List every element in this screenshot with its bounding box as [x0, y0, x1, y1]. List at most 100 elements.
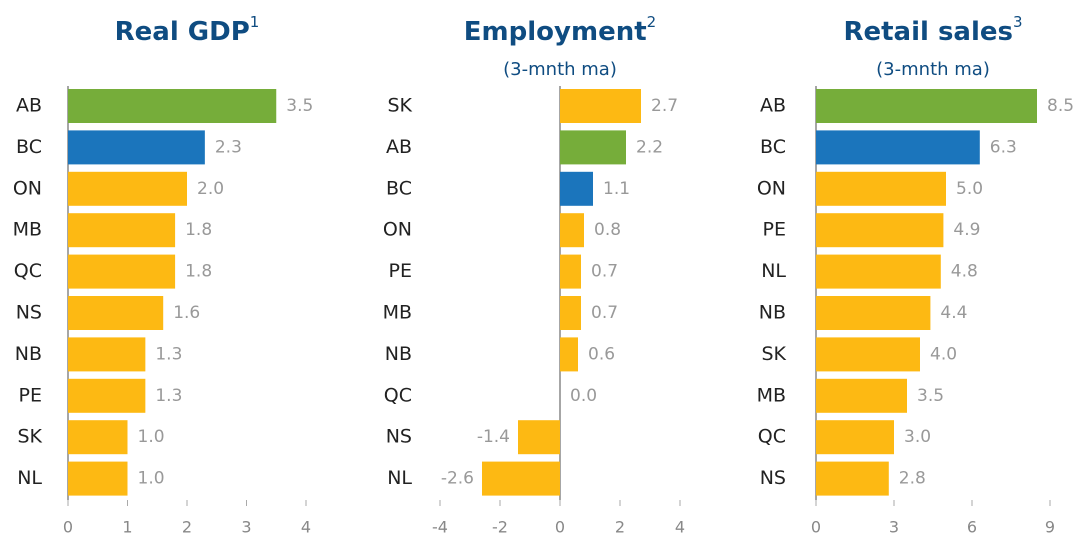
x-tick-label: 2: [615, 518, 625, 537]
bar: [68, 130, 205, 165]
value-label: 0.6: [588, 344, 615, 364]
y-tick-label: SK: [761, 343, 786, 365]
bar: [816, 171, 946, 206]
y-tick-label: ON: [13, 177, 42, 199]
panel-title: Employment2: [464, 13, 656, 47]
title-superscript: 1: [250, 13, 260, 31]
value-label: 1.3: [155, 344, 182, 364]
y-tick-label: ON: [757, 177, 786, 199]
title-text: Employment: [464, 17, 647, 47]
value-label: 4.4: [940, 303, 967, 323]
y-tick-label: SK: [17, 426, 42, 448]
bar: [68, 213, 176, 248]
y-tick-label: MB: [13, 219, 42, 241]
value-label: -2.6: [441, 469, 474, 489]
x-tick-label: 3: [889, 518, 899, 537]
value-label: 1.3: [155, 386, 182, 406]
bar: [816, 420, 894, 455]
value-label: 8.5: [1047, 96, 1074, 116]
bar: [816, 254, 941, 289]
y-tick-label: AB: [386, 136, 412, 158]
x-tick-label: 4: [301, 518, 311, 537]
x-tick-label: -4: [432, 518, 448, 537]
value-label: 3.5: [917, 386, 944, 406]
y-tick-label: QC: [384, 384, 412, 406]
y-tick-label: NB: [385, 343, 412, 365]
value-label: 2.2: [636, 137, 663, 157]
value-label: 2.0: [197, 179, 224, 199]
value-label: 1.0: [138, 427, 165, 447]
bar: [560, 89, 641, 123]
x-tick-label: -2: [492, 518, 508, 537]
y-tick-label: BC: [16, 136, 42, 158]
value-label: 2.8: [899, 469, 926, 489]
bar: [560, 254, 581, 289]
y-tick-label: PE: [19, 384, 42, 406]
bar: [68, 337, 146, 372]
y-tick-label: AB: [760, 95, 786, 117]
y-tick-label: MB: [383, 302, 412, 324]
bar: [816, 461, 889, 496]
y-tick-label: SK: [387, 95, 412, 117]
value-label: 4.8: [951, 262, 978, 282]
title-text: Real GDP: [115, 17, 250, 47]
bar: [560, 296, 581, 330]
bar: [68, 420, 128, 455]
value-label: 1.6: [173, 303, 200, 323]
x-tick-label: 0: [555, 518, 565, 537]
panel-subtitle: (3-mnth ma): [503, 59, 617, 80]
value-label: 0.7: [591, 303, 618, 323]
y-tick-label: NB: [759, 302, 786, 324]
y-tick-label: BC: [760, 136, 786, 158]
value-label: 4.0: [930, 344, 957, 364]
panel-title: Retail sales3: [843, 13, 1022, 47]
bar: [68, 296, 164, 330]
bar: [68, 378, 146, 413]
bar: [816, 296, 931, 330]
x-tick-label: 0: [811, 518, 821, 537]
value-label: 6.3: [990, 137, 1017, 157]
x-tick-label: 2: [182, 518, 192, 537]
value-label: 3.5: [286, 96, 313, 116]
y-tick-label: NB: [15, 343, 42, 365]
x-tick-label: 3: [241, 518, 251, 537]
y-tick-label: NL: [17, 467, 42, 489]
y-tick-label: NL: [387, 467, 412, 489]
value-label: 0.0: [570, 386, 597, 406]
x-tick-label: 1: [122, 518, 132, 537]
value-label: 1.8: [185, 262, 212, 282]
value-label: 5.0: [956, 179, 983, 199]
y-tick-label: BC: [386, 177, 412, 199]
y-tick-label: QC: [758, 426, 786, 448]
bar: [816, 213, 944, 248]
bar: [816, 378, 907, 413]
bar: [68, 461, 128, 496]
bar: [482, 461, 560, 496]
title-superscript: 2: [647, 13, 657, 31]
y-tick-label: MB: [757, 384, 786, 406]
value-label: -1.4: [477, 427, 510, 447]
x-tick-label: 9: [1045, 518, 1055, 537]
panel-title: Real GDP1: [115, 13, 260, 47]
bar: [816, 337, 920, 372]
title-superscript: 3: [1013, 13, 1023, 31]
y-tick-label: AB: [16, 95, 42, 117]
value-label: 1.1: [603, 179, 630, 199]
bar: [518, 420, 560, 455]
title-text: Retail sales: [843, 17, 1013, 47]
value-label: 1.8: [185, 220, 212, 240]
panel-subtitle: (3-mnth ma): [876, 59, 990, 80]
y-tick-label: ON: [383, 219, 412, 241]
value-label: 1.0: [138, 469, 165, 489]
y-tick-label: PE: [763, 219, 786, 241]
value-label: 0.7: [591, 262, 618, 282]
bar: [560, 337, 578, 372]
bar: [68, 254, 176, 289]
bar: [560, 171, 593, 206]
value-label: 2.3: [215, 137, 242, 157]
value-label: 4.9: [953, 220, 980, 240]
bar: [68, 171, 187, 206]
y-tick-label: NL: [761, 260, 786, 282]
value-label: 2.7: [651, 96, 678, 116]
